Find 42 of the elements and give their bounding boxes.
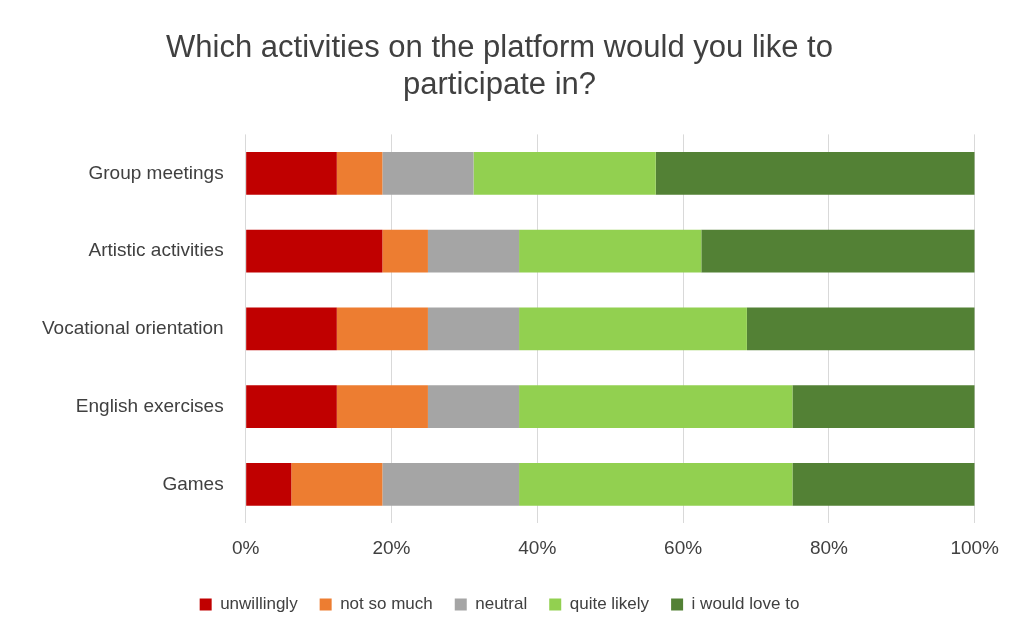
bar bbox=[246, 385, 337, 428]
y-tick-label: Vocational orientation bbox=[42, 317, 224, 339]
legend-label: quite likely bbox=[569, 594, 650, 614]
bar bbox=[246, 151, 337, 195]
bar bbox=[792, 462, 975, 506]
bar bbox=[246, 307, 337, 351]
bar bbox=[427, 229, 520, 273]
bar bbox=[382, 462, 520, 506]
bar bbox=[336, 151, 383, 195]
legend-label: not so much bbox=[340, 594, 433, 614]
x-tick-label: 60% bbox=[664, 536, 703, 558]
x-tick-label: 100% bbox=[950, 536, 1000, 558]
legend-label: i would love to bbox=[691, 594, 800, 614]
y-tick-label: English exercises bbox=[75, 394, 224, 416]
y-tick-label: Games bbox=[162, 472, 224, 494]
x-tick-label: 40% bbox=[518, 536, 557, 558]
bar bbox=[336, 307, 428, 351]
chart-title: Which activities on the platform would you like to participate in? bbox=[166, 29, 833, 102]
y-tick-label: Group meetings bbox=[88, 161, 224, 183]
bar bbox=[701, 229, 975, 273]
bar bbox=[427, 307, 520, 351]
x-tick-label: 80% bbox=[809, 536, 849, 558]
bar bbox=[519, 229, 702, 273]
bar bbox=[382, 151, 474, 195]
y-tick-label: Artistic activities bbox=[88, 239, 224, 261]
legend-label: neutral bbox=[475, 594, 528, 614]
bar bbox=[427, 385, 520, 428]
x-tick-label: 0% bbox=[231, 536, 260, 558]
bar bbox=[473, 151, 656, 195]
bar bbox=[382, 229, 428, 273]
bar bbox=[246, 462, 292, 506]
legend-label: unwillingly bbox=[220, 594, 299, 614]
bar bbox=[746, 307, 975, 351]
bar bbox=[792, 385, 975, 428]
bar bbox=[291, 462, 383, 506]
bar bbox=[519, 307, 747, 351]
bar bbox=[336, 385, 428, 428]
x-tick-label: 20% bbox=[372, 536, 411, 558]
bar bbox=[655, 151, 975, 195]
bar bbox=[519, 385, 793, 428]
bar bbox=[519, 462, 793, 506]
bar bbox=[246, 229, 383, 273]
